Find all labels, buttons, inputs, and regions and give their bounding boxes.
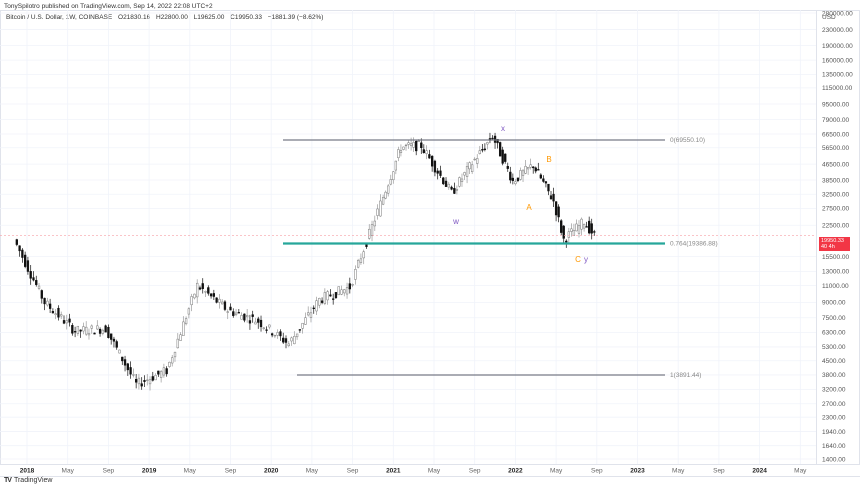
price-tick: 32500.00: [822, 192, 849, 199]
price-tick: 13000.00: [822, 269, 849, 276]
wave-label: A: [526, 203, 532, 212]
price-tick: 1940.00: [822, 429, 846, 436]
price-tick: 22500.00: [822, 223, 849, 230]
time-tick: May: [794, 468, 807, 475]
price-tick: 38500.00: [822, 177, 849, 184]
fib-level-label: 0(69550.10): [670, 137, 705, 144]
symbol-legend: Bitcoin / U.S. Dollar, 1W, COINBASE O218…: [6, 14, 327, 21]
time-tick: Sep: [713, 468, 725, 475]
price-tick: 9000.00: [822, 300, 846, 307]
price-tick: 46500.00: [822, 161, 849, 168]
fib-level-label: 0.764(19386.88): [670, 241, 718, 248]
wave-label: B: [546, 155, 551, 164]
price-tick: 95000.00: [822, 101, 849, 108]
price-tick: 4500.00: [822, 358, 846, 365]
time-tick: May: [184, 468, 197, 475]
current-price: 19950.33: [821, 237, 844, 244]
tv-logo-text: TradingView: [13, 477, 53, 484]
time-tick: May: [428, 468, 441, 475]
tradingview-logo[interactable]: TV TradingView: [4, 477, 52, 484]
time-tick: May: [672, 468, 685, 475]
fib-level-label: 1(3891.44): [670, 372, 701, 379]
time-tick: Sep: [103, 468, 115, 475]
ohlc-change: −1881.39 (−8.62%): [267, 14, 324, 21]
ohlc-high: H22800.00: [156, 14, 188, 21]
bar-countdown: 40 4h: [821, 244, 835, 250]
wave-label: w: [452, 217, 459, 226]
price-tick: 135000.00: [822, 72, 853, 79]
price-tick: 6300.00: [822, 330, 846, 337]
current-price-tag: 19950.33 40 4h: [819, 237, 850, 251]
price-tick: 115000.00: [822, 85, 853, 92]
price-tick: 2300.00: [822, 415, 846, 422]
wave-label: y: [584, 255, 588, 264]
publish-info: TonySpilotro published on TradingView.co…: [4, 3, 213, 10]
time-tick: 2021: [386, 468, 401, 475]
price-tick: 27500.00: [822, 206, 849, 213]
symbol-name: Bitcoin / U.S. Dollar, 1W, COINBASE: [6, 14, 113, 21]
wave-label: x: [501, 124, 505, 133]
time-tick: 2020: [264, 468, 279, 475]
time-tick: Sep: [469, 468, 481, 475]
time-tick: 2023: [630, 468, 645, 475]
wave-label: C: [575, 255, 581, 264]
ohlc-low: L19625.00: [193, 14, 225, 21]
time-tick: May: [62, 468, 75, 475]
price-tick: 66500.00: [822, 131, 849, 138]
price-tick: 160000.00: [822, 57, 853, 64]
time-tick: Sep: [591, 468, 603, 475]
price-tick: 280000.00: [822, 10, 853, 17]
time-tick: 2024: [752, 468, 767, 475]
price-tick: 5300.00: [822, 344, 846, 351]
time-tick: May: [550, 468, 563, 475]
price-tick: 2700.00: [822, 401, 846, 408]
price-tick: 79000.00: [822, 117, 849, 124]
time-tick: Sep: [225, 468, 237, 475]
price-tick: 1400.00: [822, 456, 846, 463]
time-tick: 2022: [508, 468, 523, 475]
time-tick: 2019: [142, 468, 157, 475]
candles: [15, 132, 596, 391]
price-tick: 7500.00: [822, 315, 846, 322]
time-tick: 2018: [20, 468, 35, 475]
price-tick: 15500.00: [822, 254, 849, 261]
price-tick: 1640.00: [822, 443, 846, 450]
price-tick: 230000.00: [822, 27, 853, 34]
currency-label: USD: [822, 14, 836, 21]
tv-logo-icon: TV: [4, 477, 12, 484]
time-tick: Sep: [347, 468, 359, 475]
time-tick: May: [306, 468, 319, 475]
ohlc-close: C19950.33: [230, 14, 262, 21]
ohlc-open: O21830.16: [118, 14, 151, 21]
price-tick: 3800.00: [822, 372, 846, 379]
price-tick: 3200.00: [822, 387, 846, 394]
price-tick: 11000.00: [822, 283, 849, 290]
price-tick: 190000.00: [822, 43, 853, 50]
price-tick: 56500.00: [822, 145, 849, 152]
